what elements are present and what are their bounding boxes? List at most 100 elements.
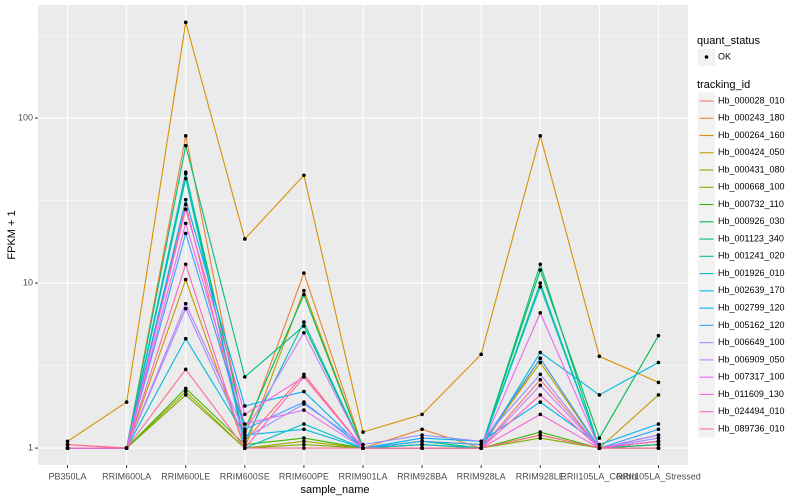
data-point: [65, 442, 70, 447]
data-point: [538, 311, 543, 315]
data-point: [420, 433, 424, 437]
data-point: [420, 446, 424, 450]
data-point: [65, 446, 70, 450]
data-point: [656, 380, 661, 385]
legend-label: Hb_000264_160: [718, 130, 785, 140]
data-point: [538, 400, 543, 404]
data-point: [302, 320, 306, 324]
data-point: [243, 422, 247, 426]
data-point: [538, 281, 543, 285]
data-point: [243, 412, 247, 417]
data-point: [183, 277, 188, 282]
data-point: [302, 408, 306, 412]
x-tick-label: RRIM600SE: [220, 471, 270, 481]
data-point: [538, 393, 543, 397]
data-point: [656, 433, 661, 437]
data-point: [538, 430, 543, 434]
data-point: [183, 143, 188, 148]
data-point: [183, 386, 188, 391]
legend-label: Hb_007317_100: [718, 372, 785, 382]
legend-label: Hb_002799_120: [718, 302, 785, 312]
data-point: [656, 360, 661, 365]
data-point: [597, 436, 602, 440]
data-point: [538, 262, 543, 267]
data-point: [538, 433, 543, 437]
data-point: [420, 439, 424, 444]
x-tick-label: RRIM600LE: [161, 471, 210, 481]
legend-title: tracking_id: [697, 79, 750, 91]
x-axis-title: sample_name: [300, 484, 369, 496]
data-point: [538, 134, 543, 138]
legend-label: Hb_000926_030: [718, 216, 785, 226]
data-point: [302, 446, 306, 450]
data-point: [302, 439, 306, 444]
legend-label: Hb_002639_170: [718, 285, 785, 295]
data-point: [479, 439, 483, 444]
legend-label: Hb_000431_080: [718, 164, 785, 174]
legend-label: Hb_089736_010: [718, 423, 785, 433]
data-point: [183, 176, 188, 181]
data-point: [479, 352, 483, 357]
x-tick-label: RRII105LA_Control: [560, 471, 638, 481]
legend-label: Hb_001123_340: [718, 233, 784, 243]
data-point: [243, 446, 247, 450]
legend-label: Hb_005162_120: [718, 320, 785, 330]
data-point: [243, 375, 247, 379]
legend-label: Hb_000028_010: [718, 95, 785, 105]
data-point: [656, 442, 661, 447]
data-point: [302, 402, 306, 406]
y-tick-label: 100: [18, 112, 33, 122]
data-point: [538, 268, 543, 272]
data-point: [302, 271, 306, 275]
legend-label: Hb_011609_130: [718, 389, 784, 399]
data-point: [302, 427, 306, 432]
x-tick-label: RRIM600LA: [102, 471, 151, 481]
data-point: [538, 350, 543, 355]
data-point: [183, 262, 188, 267]
data-point: [656, 436, 661, 440]
data-point: [597, 393, 602, 397]
data-point: [302, 330, 306, 335]
y-tick-label: 1: [28, 442, 33, 452]
data-point: [183, 221, 188, 226]
data-point: [656, 427, 661, 432]
data-point: [597, 446, 602, 450]
data-point: [656, 422, 661, 426]
data-point: [538, 436, 543, 440]
data-point: [656, 446, 661, 450]
data-point: [420, 427, 424, 432]
data-point: [302, 422, 306, 426]
data-point: [302, 173, 306, 178]
data-point: [538, 383, 543, 388]
y-tick-label: 10: [23, 277, 33, 287]
x-tick-label: RRIM928LE: [516, 471, 565, 481]
data-point: [183, 231, 188, 236]
data-point: [538, 356, 543, 361]
legend-label: Hb_024494_010: [718, 406, 785, 416]
data-point: [243, 436, 247, 440]
data-point: [538, 360, 543, 365]
data-point: [243, 433, 247, 437]
grid: [38, 5, 688, 465]
data-point: [420, 412, 424, 417]
data-point: [479, 442, 483, 447]
data-point: [183, 202, 188, 207]
legend-label: Hb_000424_050: [718, 147, 785, 157]
x-tick-label: RRIM600PE: [279, 471, 329, 481]
data-point: [183, 207, 188, 212]
data-point: [538, 412, 543, 417]
y-axis-title: FPKM + 1: [6, 210, 18, 259]
legend-label: Hb_001926_010: [718, 268, 785, 278]
data-point: [183, 197, 188, 202]
x-tick-label: RRIM928BA: [397, 471, 447, 481]
x-tick-label: RRII105LA_Stressed: [616, 471, 701, 481]
data-point: [479, 446, 483, 450]
data-point: [302, 292, 306, 297]
data-point: [183, 393, 188, 397]
data-point: [420, 436, 424, 440]
data-point: [183, 306, 188, 311]
data-point: [302, 389, 306, 394]
data-point: [243, 439, 247, 444]
data-point: [361, 430, 365, 434]
